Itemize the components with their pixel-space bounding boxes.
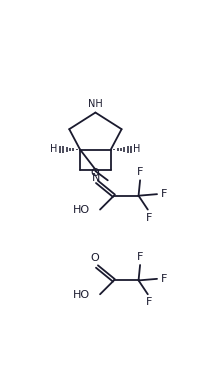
Text: F: F	[146, 213, 153, 223]
Text: HO: HO	[73, 290, 90, 300]
Text: HO: HO	[73, 205, 90, 215]
Text: H: H	[50, 144, 58, 154]
Text: O: O	[90, 253, 99, 263]
Text: H: H	[133, 144, 141, 154]
Text: NH: NH	[88, 100, 103, 110]
Text: F: F	[161, 274, 167, 284]
Text: F: F	[161, 189, 167, 199]
Text: F: F	[137, 167, 143, 177]
Text: N: N	[92, 173, 100, 183]
Text: F: F	[137, 252, 143, 262]
Text: O: O	[90, 168, 99, 178]
Text: F: F	[146, 297, 153, 307]
